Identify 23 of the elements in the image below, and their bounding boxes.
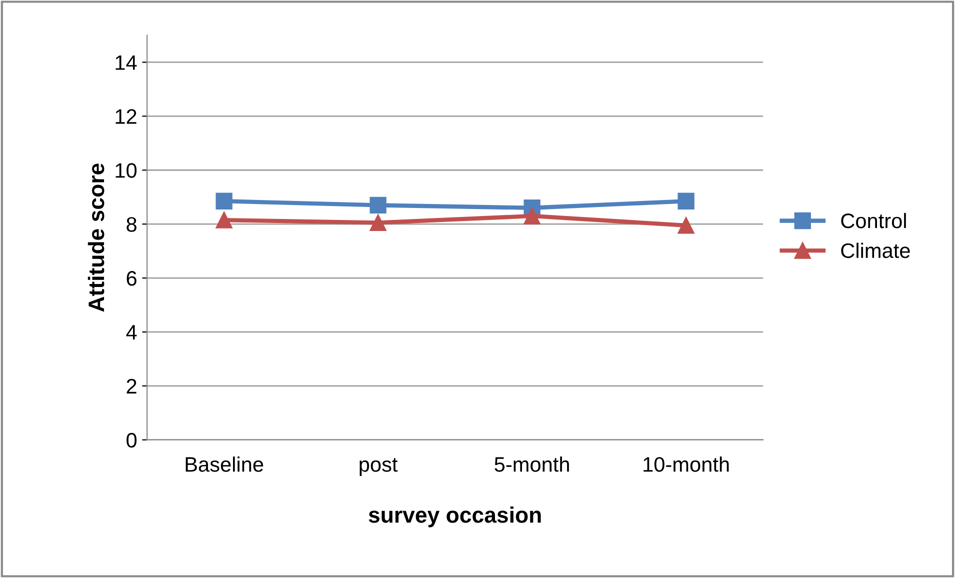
x-axis-title: survey occasion xyxy=(368,506,541,528)
x-tick-label: Baseline xyxy=(186,456,264,472)
legend-label: Climate xyxy=(841,242,910,258)
y-tick-label: 10 xyxy=(116,163,137,178)
y-tick-label: 6 xyxy=(126,271,136,286)
point xyxy=(370,214,386,232)
x-tick-label: post xyxy=(360,458,398,476)
y-tick-label: 0 xyxy=(126,432,137,448)
legend-label: Control xyxy=(841,212,906,228)
y-tick-label: 14 xyxy=(116,55,137,70)
x-tick-label: 5-month xyxy=(494,456,569,472)
x-tick-label: 10-month xyxy=(644,456,729,472)
point xyxy=(524,208,540,224)
y-tick-label: 8 xyxy=(126,217,136,232)
y-tick-label: 4 xyxy=(126,325,137,340)
point xyxy=(370,196,386,214)
y-tick-label: 2 xyxy=(126,378,136,394)
y-tick-label: 12 xyxy=(116,109,136,124)
y-axis-title: Attitude score xyxy=(88,164,104,312)
point xyxy=(678,217,694,234)
point xyxy=(216,192,232,210)
point xyxy=(216,212,232,228)
point xyxy=(678,192,694,210)
